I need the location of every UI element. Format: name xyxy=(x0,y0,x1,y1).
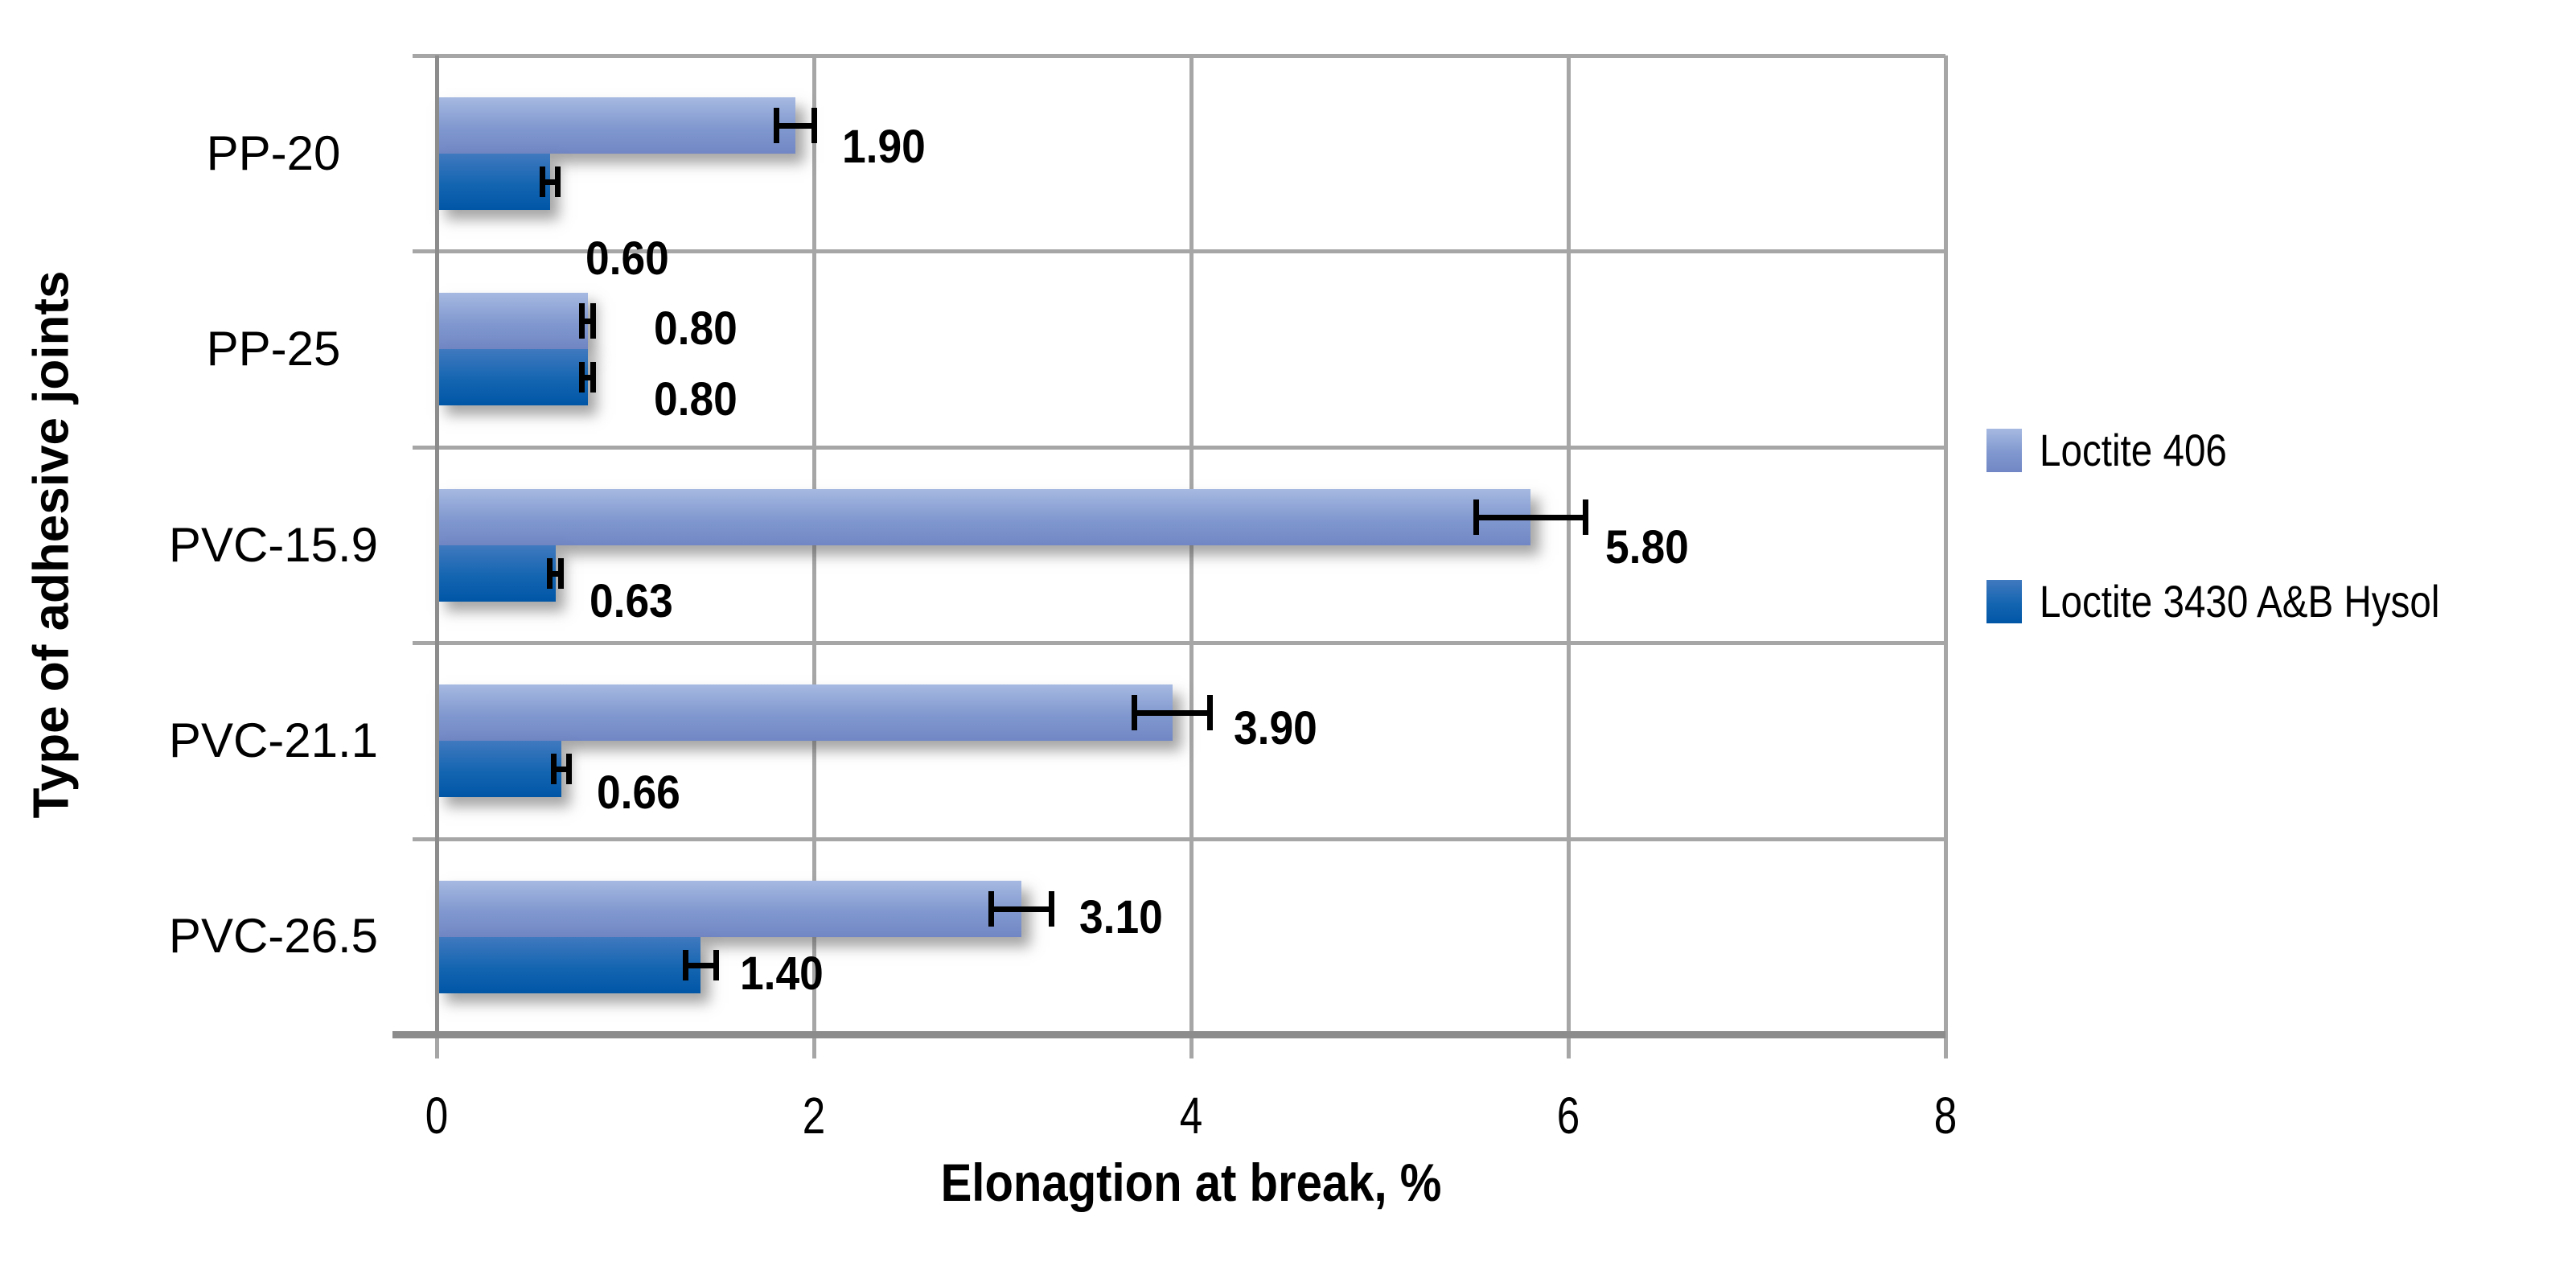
error-bar-cap xyxy=(547,558,553,589)
bar-value-label: 0.60 xyxy=(585,232,669,285)
legend-label: Loctite 3430 A&B Hysol xyxy=(2040,576,2440,627)
error-bar-cap xyxy=(551,754,557,784)
x-axis-tick-mark xyxy=(1189,1034,1194,1058)
error-bar-cap xyxy=(811,108,817,143)
error-bar-cap xyxy=(1207,695,1213,730)
error-bar-cap xyxy=(590,362,596,393)
y-axis-tick-mark xyxy=(413,249,437,253)
x-axis-tick-mark xyxy=(435,1034,439,1058)
error-bar-cap xyxy=(558,558,564,589)
bar xyxy=(437,741,561,797)
y-axis-tick-mark xyxy=(413,641,437,645)
x-axis-line xyxy=(392,1031,1945,1038)
x-axis-tick-mark xyxy=(1567,1034,1571,1058)
error-bar-cap xyxy=(590,303,596,339)
y-axis-tick-mark xyxy=(413,54,437,58)
category-label: PVC-15.9 xyxy=(168,518,379,572)
error-bar-cap xyxy=(683,950,688,980)
x-axis-tick-mark xyxy=(1944,1034,1948,1058)
legend-label: Loctite 406 xyxy=(2040,425,2227,475)
x-tick-label: 4 xyxy=(1179,1087,1203,1145)
error-bar-cap xyxy=(988,891,994,927)
error-bar xyxy=(991,906,1051,912)
error-bar xyxy=(582,375,594,380)
y-axis-tick-mark xyxy=(413,837,437,841)
legend-marker-icon xyxy=(1986,580,2022,623)
error-bar xyxy=(776,123,814,129)
error-bar-cap xyxy=(1132,695,1137,730)
category-label: PP-25 xyxy=(206,322,341,376)
error-bar xyxy=(553,767,569,772)
bar-value-label: 3.10 xyxy=(1079,891,1163,943)
error-bar-cap xyxy=(555,166,561,197)
plot-area: 1.90 0.80 5.80 3.90 3.10 0.60 0.80 0.63 0.66 1.40 xyxy=(392,54,1948,1058)
x-tick-label: 8 xyxy=(1933,1087,1958,1145)
bar-value-label: 3.90 xyxy=(1234,702,1317,754)
error-bar xyxy=(1476,515,1585,520)
error-bar-cap xyxy=(579,362,585,393)
error-bar xyxy=(550,571,561,577)
y-axis-line xyxy=(435,55,439,1034)
error-bar-cap xyxy=(1473,499,1479,535)
bar-value-label: 0.63 xyxy=(590,575,673,627)
x-axis-title: Elonagtion at break, % xyxy=(940,1153,1442,1212)
x-axis-tick-mark xyxy=(812,1034,816,1058)
bar-value-label: 0.80 xyxy=(654,302,737,355)
legend-marker-icon xyxy=(1986,429,2022,472)
category-label: PP-20 xyxy=(206,126,341,180)
bar-value-label: 0.80 xyxy=(654,373,737,425)
error-bar xyxy=(686,963,717,968)
y-axis-title: Type of adhesive joints xyxy=(23,270,80,819)
error-bar-cap xyxy=(579,303,585,339)
category-label: PVC-26.5 xyxy=(168,909,379,963)
gridline-v xyxy=(1944,55,1948,1034)
bar xyxy=(437,154,550,210)
bar xyxy=(437,489,1530,545)
x-tick-label: 2 xyxy=(802,1087,826,1145)
bar-value-label: 1.40 xyxy=(740,947,824,1000)
bar-value-label: 0.66 xyxy=(597,767,680,819)
gridline-v xyxy=(1567,55,1571,1034)
bar xyxy=(437,937,700,993)
bar-value-label: 1.90 xyxy=(842,121,926,173)
error-bar-cap xyxy=(774,108,779,143)
error-bar xyxy=(542,179,557,185)
bar xyxy=(437,293,588,349)
x-tick-label: 0 xyxy=(425,1087,449,1145)
bar xyxy=(437,349,588,405)
error-bar xyxy=(582,319,594,324)
error-bar-cap xyxy=(1583,499,1588,535)
x-tick-label: 6 xyxy=(1556,1087,1580,1145)
bar xyxy=(437,97,795,154)
bar xyxy=(437,545,556,602)
bar-value-label: 5.80 xyxy=(1605,521,1689,573)
error-bar xyxy=(1135,710,1210,716)
bar xyxy=(437,881,1021,937)
category-label: PVC-21.1 xyxy=(168,713,379,767)
error-bar-cap xyxy=(1049,891,1054,927)
bar xyxy=(437,684,1173,741)
error-bar-cap xyxy=(713,950,719,980)
error-bar-cap xyxy=(566,754,572,784)
error-bar-cap xyxy=(540,166,545,197)
y-axis-tick-mark xyxy=(413,446,437,450)
